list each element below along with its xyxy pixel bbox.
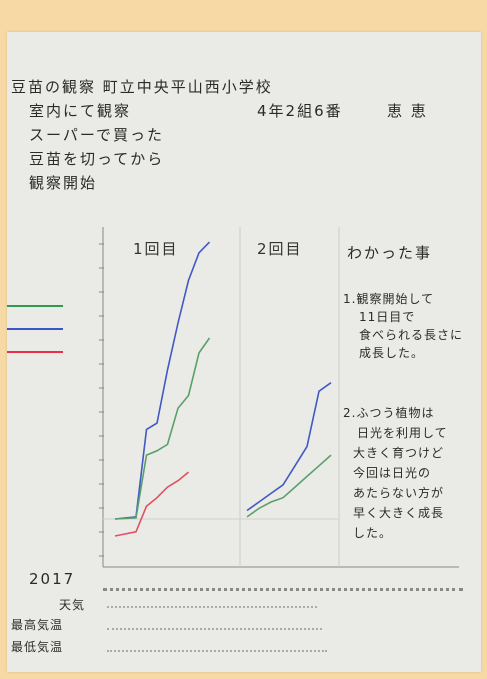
note-line: あたらない方が [353, 486, 445, 500]
note-line: した。 [353, 526, 393, 540]
series-line-red-panel-1 [114, 471, 190, 537]
header-line3: スーパーで買った [29, 126, 164, 144]
note-line: 1.観察開始して [343, 292, 435, 306]
student-name: 恵 恵 [387, 102, 428, 120]
note-line: 11日目で [359, 310, 416, 324]
header-line4: 豆苗を切ってから [29, 150, 165, 168]
row-weather-label: 天気 [59, 598, 86, 612]
series-line-green-panel-1 [114, 337, 211, 520]
panel-title-1: 1回目 [133, 240, 179, 258]
growth-chart: 1回目 2回目 [99, 227, 459, 568]
legend-red-line [7, 351, 63, 353]
header-line5: 観察開始 [29, 174, 98, 192]
row-max-temp-label: 最高気温 [11, 618, 64, 632]
note-line: 大きく育つけど [353, 446, 445, 460]
series-line-blue-panel-2 [246, 382, 332, 512]
series-line-green-panel-2 [246, 454, 332, 518]
header-line1: 豆苗の観察 町立中央平山西小学校 [11, 78, 273, 96]
max-temp-row-scribbles [107, 624, 322, 630]
note-line: 早く大きく成長 [353, 506, 445, 520]
row-min-temp-label: 最低気温 [11, 640, 64, 654]
header-line2: 室内にて観察 [29, 102, 132, 120]
series-line-blue-panel-1 [114, 241, 211, 520]
legend-green-line [7, 305, 63, 307]
min-temp-row-scribbles [107, 646, 327, 652]
class-label: 4年2組6番 [257, 102, 343, 120]
date-row-scribbles [103, 580, 463, 591]
notes-title: わかった事 [347, 244, 433, 262]
weather-row-scribbles [107, 602, 317, 608]
note-line: 食べられる長さに [359, 328, 464, 342]
note-line: 成長した。 [359, 346, 425, 360]
panel-title-2: 2回目 [257, 240, 303, 258]
legend-blue-line [7, 328, 63, 330]
year-label: 2017 [29, 570, 76, 588]
paper-sheet: 豆苗の観察 町立中央平山西小学校 室内にて観察 4年2組6番 恵 恵 スーパーで… [7, 32, 481, 672]
note-line: 今回は日光の [353, 466, 432, 480]
note-line: 2.ふつう植物は [343, 406, 435, 420]
note-line: 日光を利用して [357, 426, 448, 440]
